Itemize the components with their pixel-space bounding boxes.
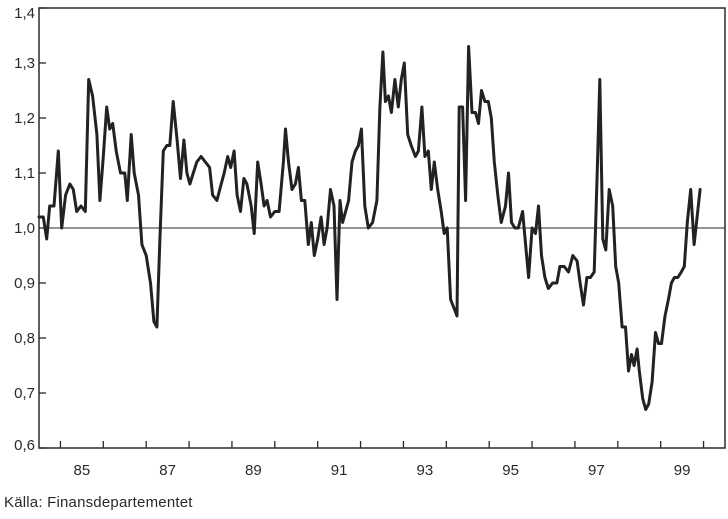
- source-note: Källa: Finansdepartementet: [4, 494, 193, 511]
- x-tick-label: 89: [245, 462, 262, 479]
- y-axis: 1,4 1,3 1,2 1,1 1,0 0,9 0,8 0,7 0,6: [14, 5, 46, 454]
- x-tick-label: 93: [417, 462, 434, 479]
- y-tick-label: 1,0: [14, 220, 35, 237]
- y-tick-label: 0,9: [14, 275, 35, 292]
- y-tick-label: 0,6: [14, 437, 35, 454]
- x-tick-label: 85: [74, 462, 91, 479]
- x-tick-label: 91: [331, 462, 348, 479]
- x-tick-label: 97: [588, 462, 605, 479]
- y-tick-label: 0,8: [14, 330, 35, 347]
- x-tick-label: 99: [674, 462, 691, 479]
- series-line: [37, 45, 702, 411]
- y-tick-label: 1,4: [14, 5, 35, 22]
- x-axis: 85 87 89 91 93 95 97 99: [59, 441, 705, 479]
- y-tick-label: 0,7: [14, 385, 35, 402]
- x-tick-label: 95: [502, 462, 519, 479]
- x-tick-label: 87: [159, 462, 176, 479]
- y-tick-label: 1,3: [14, 55, 35, 72]
- y-tick-label: 1,2: [14, 110, 35, 127]
- y-tick-label: 1,1: [14, 165, 35, 182]
